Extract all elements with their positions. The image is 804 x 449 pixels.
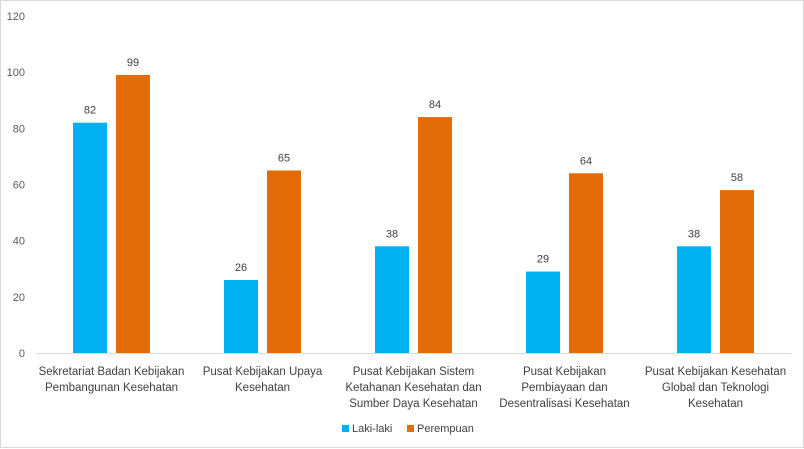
y-tick-label: 40	[13, 236, 25, 248]
bars-group	[73, 74, 754, 353]
data-label: 82	[84, 105, 96, 117]
data-label: 65	[278, 152, 290, 164]
data-label: 84	[429, 99, 441, 111]
bar-perempuan	[569, 173, 603, 353]
data-label: 58	[731, 172, 743, 184]
x-axis: Sekretariat Badan Kebijakan Pembangunan K…	[36, 353, 791, 410]
legend-swatch	[342, 425, 349, 432]
x-category-label: Pusat Kebijakan Kesehatan Global dan Tekn…	[645, 366, 786, 410]
y-tick-label: 120	[7, 11, 25, 23]
y-tick-label: 0	[19, 348, 25, 360]
bar-perempuan	[418, 117, 452, 353]
y-tick-label: 100	[7, 67, 25, 79]
legend: Laki-laki Perempuan	[342, 423, 474, 435]
bar-laki-laki	[375, 246, 409, 353]
bar-laki-laki	[73, 122, 107, 353]
legend-label: Perempuan	[417, 423, 474, 435]
data-label: 38	[386, 228, 398, 240]
y-tick-label: 80	[13, 123, 25, 135]
x-category-label: Sekretariat Badan Kebijakan Pembangunan K…	[39, 366, 185, 394]
y-tick-label: 20	[13, 292, 25, 304]
data-label: 38	[688, 228, 700, 240]
bar-laki-laki	[677, 246, 711, 353]
bar-perempuan	[720, 190, 754, 353]
y-tick-label: 60	[13, 180, 25, 192]
bar-laki-laki	[526, 271, 560, 353]
x-category-label: Pusat Kebijakan Upaya Kesehatan	[203, 366, 323, 394]
data-label: 99	[127, 57, 139, 69]
y-axis: 0 20 40 60 80 100 120	[7, 11, 25, 360]
data-label: 26	[235, 262, 247, 274]
bar-perempuan	[267, 170, 301, 353]
bar-laki-laki	[224, 279, 258, 353]
data-label: 64	[580, 155, 592, 167]
x-category-label: Pusat Kebijakan Pembiayaan dan Desentralis…	[499, 366, 629, 410]
x-category-label: Pusat Kebijakan Sistem Ketahanan Kesehata…	[345, 366, 481, 410]
data-label: 29	[537, 254, 549, 266]
legend-swatch	[407, 425, 414, 432]
bar-perempuan	[116, 74, 150, 353]
legend-label: Laki-laki	[352, 423, 392, 435]
data-labels-group: 82 99 26 65 38 84 29 64 38 58	[84, 57, 743, 274]
